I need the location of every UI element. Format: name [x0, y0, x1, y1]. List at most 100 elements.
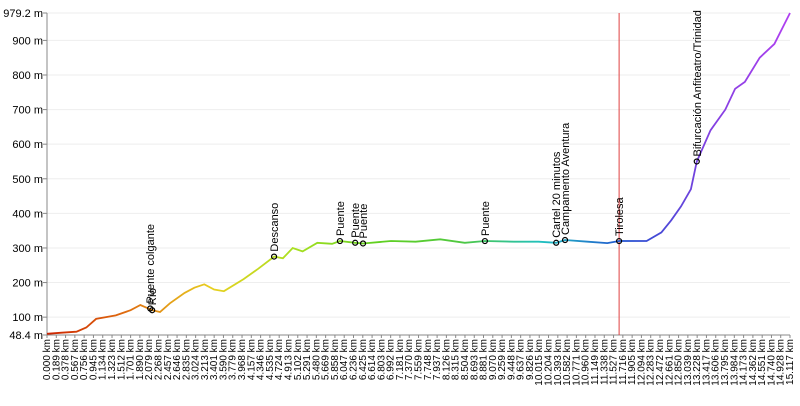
- waypoint-label: Puente: [358, 204, 370, 239]
- y-tick-label: 48.4 m: [9, 330, 43, 342]
- x-tick-label: 3.213 km: [200, 339, 211, 380]
- x-tick-label: 13.795 km: [720, 339, 731, 386]
- x-tick-label: 8.881 km: [479, 339, 490, 380]
- waypoint: [553, 239, 560, 246]
- y-tick-label: 200 m: [12, 278, 43, 290]
- x-tick-label: 5.669 km: [321, 339, 332, 380]
- x-tick-label: 6.236 km: [348, 339, 359, 380]
- x-tick-label: 2.268 km: [153, 339, 164, 380]
- x-tick-label: 9.259 km: [497, 339, 508, 380]
- x-tick-label: 0.756 km: [79, 339, 90, 380]
- x-tick-label: 5.858 km: [330, 339, 341, 380]
- waypoint-label: Bifurcación Anfiteatro/Trinidad: [692, 10, 704, 156]
- waypoint: [147, 305, 154, 312]
- x-tick-label: 0.189 km: [51, 339, 62, 380]
- x-tick-label: 6.614 km: [367, 339, 378, 380]
- x-tick-label: 3.024 km: [191, 339, 202, 380]
- waypoint: [352, 239, 359, 246]
- waypoint-label: Cartel 20 minutos: [551, 151, 563, 238]
- x-tick-label: 10.771 km: [571, 339, 582, 386]
- x-tick-label: 7.181 km: [395, 339, 406, 380]
- x-tick-label: 6.992 km: [386, 339, 397, 380]
- x-tick-label: 12.850 km: [674, 339, 685, 386]
- x-tick-label: 3.968 km: [237, 339, 248, 380]
- y-tick-label: 100 m: [12, 312, 43, 324]
- x-tick-label: 0.000 km: [42, 339, 53, 380]
- x-tick-label: 9.070 km: [488, 339, 499, 380]
- x-tick-label: 4.913 km: [283, 339, 294, 380]
- waypoint: [616, 237, 623, 245]
- x-tick-label: 8.693 km: [469, 339, 480, 380]
- x-tick-label: 7.748 km: [423, 339, 434, 380]
- x-tick-label: 6.425 km: [358, 339, 369, 380]
- waypoint-label: Río: [147, 288, 159, 305]
- waypoint: [693, 158, 700, 165]
- x-tick-label: 1.323 km: [107, 339, 118, 380]
- x-tick-label: 11.716 km: [618, 339, 629, 385]
- x-tick-label: 13.606 km: [711, 339, 722, 386]
- x-tick-label: 10.960 km: [581, 339, 592, 386]
- x-tick-label: 8.504 km: [460, 339, 471, 380]
- x-tick-label: 1.701 km: [126, 339, 137, 380]
- x-tick-label: 12.283 km: [646, 339, 657, 386]
- x-tick-label: 10.582 km: [562, 339, 573, 386]
- waypoint-label: Puente colgante: [145, 224, 157, 304]
- x-tick-label: 14.362 km: [748, 339, 759, 386]
- x-tick-label: 2.646 km: [172, 339, 183, 380]
- y-tick-label: 979.2 m: [3, 8, 43, 20]
- waypoint: [270, 253, 278, 260]
- x-tick-label: 2.457 km: [163, 339, 174, 380]
- y-tick-label: 900 m: [12, 35, 43, 47]
- x-tick-label: 6.047 km: [339, 339, 350, 380]
- x-tick-label: 10.015 km: [534, 339, 545, 386]
- x-tick-label: 5.480 km: [311, 339, 322, 380]
- x-tick-label: 11.338 km: [599, 339, 610, 385]
- waypoint-label: Descanso: [269, 203, 281, 252]
- y-tick-label: 800 m: [12, 70, 43, 82]
- waypoint: [336, 237, 344, 245]
- x-tick-label: 14.173 km: [739, 339, 750, 386]
- x-tick-label: 7.559 km: [414, 339, 425, 380]
- x-tick-label: 0.567 km: [70, 339, 81, 380]
- waypoint: [561, 236, 569, 244]
- x-tick-label: 13.039 km: [683, 339, 694, 386]
- x-tick-label: 3.590 km: [218, 339, 229, 380]
- x-tick-label: 4.535 km: [265, 339, 276, 380]
- x-tick-label: 11.905 km: [627, 339, 638, 385]
- x-tick-label: 14.928 km: [776, 339, 787, 386]
- x-tick-label: 13.984 km: [729, 339, 740, 386]
- x-tick-label: 8.315 km: [451, 339, 462, 380]
- x-tick-label: 3.779 km: [228, 339, 239, 380]
- x-tick-label: 9.637 km: [516, 339, 527, 380]
- x-tick-label: 14.551 km: [757, 339, 768, 386]
- x-tick-label: 5.291 km: [302, 339, 313, 380]
- x-tick-label: 13.417 km: [701, 339, 712, 386]
- x-tick-label: 9.448 km: [506, 339, 517, 380]
- waypoint-label: Puente: [480, 201, 492, 236]
- x-tick-label: 10.204 km: [544, 339, 555, 386]
- x-tick-label: 7.937 km: [432, 339, 443, 380]
- x-tick-label: 2.079 km: [144, 339, 155, 380]
- waypoint-label: Puente: [335, 201, 347, 236]
- x-tick-label: 12.472 km: [655, 339, 666, 386]
- x-tick-label: 10.393 km: [553, 339, 564, 386]
- x-tick-label: 6.803 km: [376, 339, 387, 380]
- elevation-line: [46, 12, 791, 335]
- y-tick-label: 400 m: [12, 208, 43, 220]
- x-tick-label: 0.378 km: [61, 339, 72, 380]
- y-tick-label: 300 m: [12, 243, 43, 255]
- x-tick-label: 9.826 km: [525, 339, 536, 380]
- y-tick-label: 600 m: [12, 139, 43, 151]
- waypoint: [481, 237, 489, 245]
- waypoint-label: Tirolesa: [614, 196, 626, 236]
- x-tick-label: 4.724 km: [274, 339, 285, 380]
- y-tick-label: 500 m: [12, 174, 43, 186]
- x-tick-label: 8.126 km: [441, 339, 452, 380]
- x-tick-label: 15.117 km: [785, 339, 796, 385]
- y-tick-label: 700 m: [12, 105, 43, 117]
- waypoint-label: Campamento Aventura: [560, 122, 572, 235]
- x-tick-label: 12.661 km: [664, 339, 675, 386]
- x-tick-label: 14.740 km: [766, 339, 777, 386]
- x-tick-label: 0.945 km: [88, 339, 99, 380]
